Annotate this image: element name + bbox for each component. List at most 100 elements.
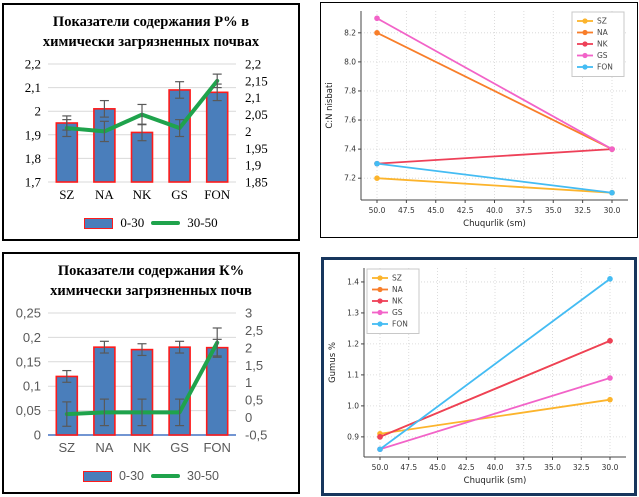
right-axis-tick: 2,05 xyxy=(245,107,268,122)
right-axis-tick: 1 xyxy=(245,375,252,390)
y-axis-tick: 7.8 xyxy=(344,86,356,95)
legend-label-NK: NK xyxy=(597,40,609,49)
legend-marker-NA xyxy=(377,286,383,293)
right-axis-tick: 1,9 xyxy=(245,158,261,173)
category-label: NA xyxy=(95,187,114,202)
bar-series-swatch xyxy=(82,470,112,482)
bar-NA xyxy=(93,108,116,183)
series-point-FON xyxy=(609,189,615,196)
legend-label-GS: GS xyxy=(597,51,608,60)
x-axis-tick: 37.5 xyxy=(515,463,532,472)
left-axis-tick: 0 xyxy=(34,428,41,443)
category-label: NA xyxy=(95,440,113,455)
series-line-NA xyxy=(376,32,613,150)
x-axis-tick: 42.5 xyxy=(458,463,475,472)
chart-title-phosphorus: Показатели содержания Р% в химически заг… xyxy=(4,5,298,56)
series-point-FON xyxy=(377,446,383,453)
y-axis-tick: 1.2 xyxy=(347,339,359,348)
series-point-SZ xyxy=(374,175,380,181)
x-axis-tick: 35.0 xyxy=(544,463,561,472)
series-point-GS xyxy=(607,375,613,381)
category-label: GS xyxy=(170,440,189,455)
title-line: химически загрязненных почв xyxy=(50,283,252,300)
legend-label-NA: NA xyxy=(597,28,609,37)
right-axis-tick: 2,5 xyxy=(245,323,263,338)
right-axis-tick: -0,5 xyxy=(245,428,267,443)
y-axis-tick: 1.4 xyxy=(347,277,359,286)
series-point-NK xyxy=(607,338,613,344)
chart-panel-potassium: Показатели содержания К% химически загря… xyxy=(2,252,300,494)
legend-label-NK: NK xyxy=(392,297,404,306)
y-axis-tick: 7.6 xyxy=(344,116,356,125)
y-axis-tick: 8.2 xyxy=(344,28,356,37)
x-axis-label: Chuqurlik (sm) xyxy=(463,219,526,229)
series-point-NA xyxy=(374,30,380,36)
category-label: GS xyxy=(171,187,188,202)
y-axis-tick: 1.3 xyxy=(347,308,359,317)
series-point-GS xyxy=(609,146,615,152)
potassium-legend: 0-30 30-50 xyxy=(4,463,298,489)
series-line-FON xyxy=(376,162,613,194)
y-axis-tick: 7.4 xyxy=(344,145,356,154)
x-axis-label: Chuqurlik (sm) xyxy=(464,476,527,486)
legend-label-FON: FON xyxy=(392,320,408,329)
legend-marker-SZ xyxy=(377,275,383,281)
legend-label-SZ: SZ xyxy=(597,17,607,26)
x-axis-tick: 37.5 xyxy=(516,206,533,215)
bar-FON xyxy=(205,91,229,183)
series-point-SZ xyxy=(607,396,613,403)
category-label: SZ xyxy=(59,187,74,202)
series-line-GS xyxy=(376,17,613,150)
right-axis-tick: 2 xyxy=(245,340,252,355)
y-axis-tick: 0.9 xyxy=(347,432,359,441)
title-line: химически загрязненных почвах xyxy=(42,34,260,51)
phosphorus-legend: 0-30 30-50 xyxy=(4,210,298,236)
x-axis-tick: 30.0 xyxy=(604,206,621,215)
left-axis-tick: 2 xyxy=(35,104,42,119)
category-label: FON xyxy=(204,187,231,202)
x-axis-tick: 32.5 xyxy=(574,206,591,215)
category-label: FON xyxy=(203,440,230,455)
chart-panel-gumus: 50.0 47.5 45.0 42.5 40.0 37.5 35.0 32.5 30.0 0.9 1… xyxy=(321,257,637,496)
legend-marker-FON xyxy=(582,64,588,70)
x-axis-tick: 50.0 xyxy=(369,206,386,215)
left-axis-tick: 0,1 xyxy=(23,379,41,394)
x-axis-tick: 45.0 xyxy=(429,463,446,472)
line-series-label: 30-50 xyxy=(187,215,218,230)
title-line: Показатели содержания Р% в xyxy=(52,14,250,30)
legend-marker-SZ xyxy=(582,18,588,24)
series-point-GS xyxy=(374,15,380,22)
right-axis-tick: 0 xyxy=(245,410,252,425)
line-series-swatch xyxy=(151,220,181,226)
cn-ratio-plot: 50.0 47.5 45.0 42.5 40.0 37.5 35.0 32.5 30.0 7.2 7… xyxy=(325,11,628,229)
legend-marker-GS xyxy=(582,52,588,59)
x-axis-tick: 42.5 xyxy=(457,206,474,215)
legend-marker-NK xyxy=(582,41,588,47)
right-axis-tick: 0,5 xyxy=(245,393,263,408)
bar-series-label: 0-30 xyxy=(120,215,145,230)
series-line-SZ xyxy=(379,398,611,435)
legend-marker-GS xyxy=(377,309,383,316)
left-axis-tick: 0,05 xyxy=(16,403,41,418)
category-label: NK xyxy=(133,440,151,455)
left-axis-tick: 2,2 xyxy=(25,57,41,72)
legend-label-GS: GS xyxy=(392,308,403,317)
x-axis-tick: 40.0 xyxy=(486,206,503,215)
y-axis-label: C:N nisbati xyxy=(325,82,335,128)
category-label: NK xyxy=(133,187,152,202)
left-axis-tick: 0,25 xyxy=(16,306,41,321)
y-axis-tick: 1.0 xyxy=(347,401,359,410)
x-axis-tick: 32.5 xyxy=(573,463,590,472)
chart-title-potassium: Показатели содержания К% химически загря… xyxy=(4,254,298,305)
right-axis-tick: 2,15 xyxy=(245,73,268,88)
right-axis-tick: 3 xyxy=(245,306,252,321)
line-series-label: 30-50 xyxy=(187,469,219,483)
chart-panel-phosphorus: Показатели содержания Р% в химически заг… xyxy=(2,3,300,241)
series-line-SZ xyxy=(376,177,613,194)
left-axis-tick: 1,8 xyxy=(25,151,41,166)
category-label: SZ xyxy=(58,440,75,455)
right-axis-tick: 1,95 xyxy=(245,141,268,156)
x-axis-tick: 40.0 xyxy=(487,463,504,472)
left-axis-tick: 1,7 xyxy=(25,175,42,190)
y-axis-tick: 7.2 xyxy=(344,174,356,183)
